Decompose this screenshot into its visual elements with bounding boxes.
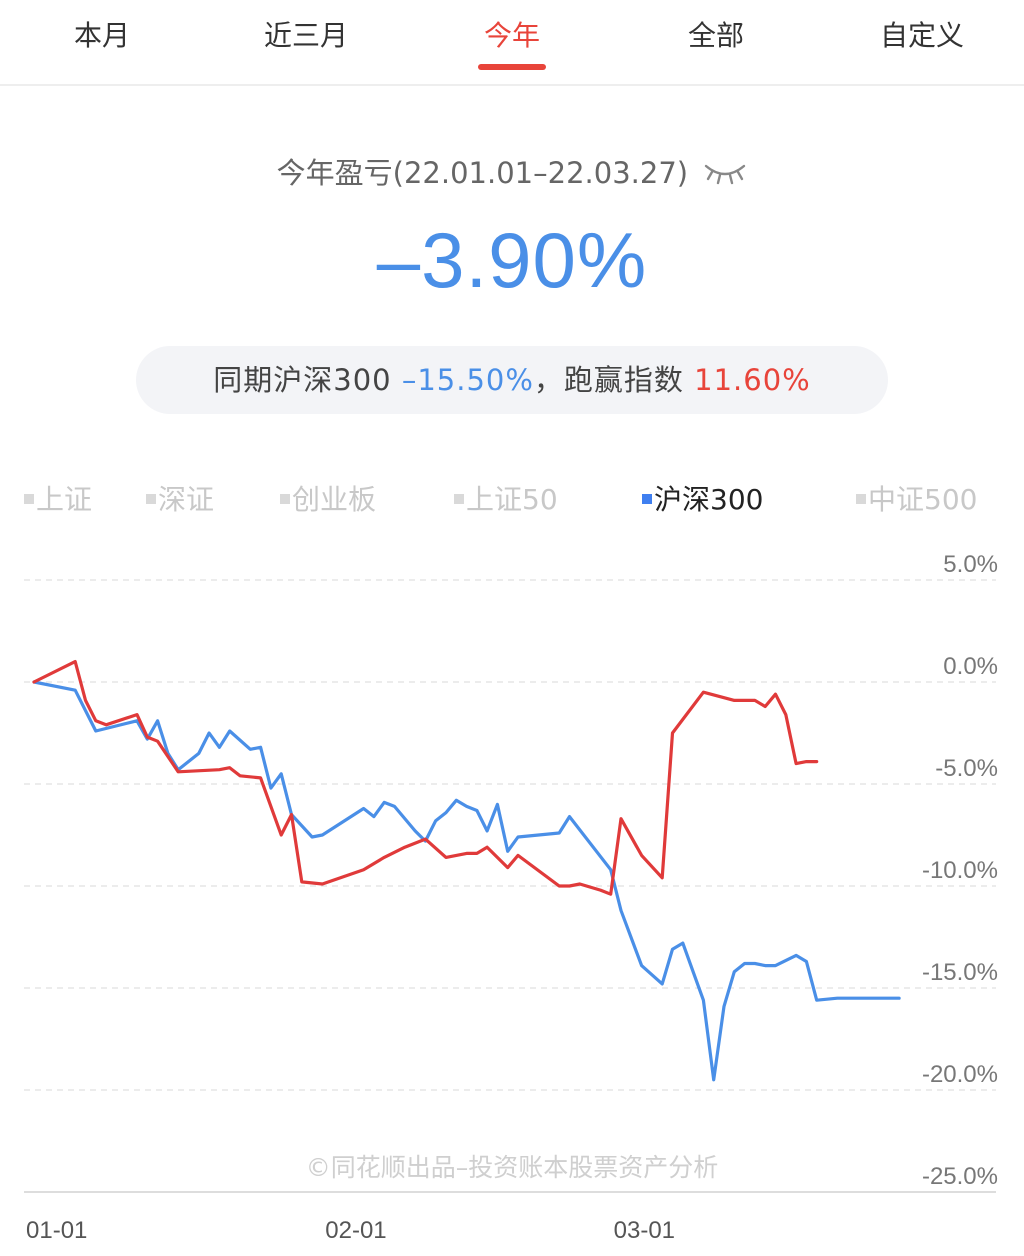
legend-marker [146,494,156,504]
legend-marker [454,494,464,504]
legend-label: 上证50 [466,483,558,516]
y-tick-label: -5.0% [935,755,998,782]
excess-return-value: 11.60% [694,363,811,397]
x-tick-label: 02-01 [325,1217,386,1244]
period-tab-bar: 本月 近三月 今年 全部 自定义 [0,0,1024,86]
legend-label: 深证 [158,483,215,516]
legend-item-shenzhen[interactable]: 深证 [146,478,214,518]
period-header: 今年盈亏(22.01.01–22.03.27) [0,150,1024,193]
legend-item-csi300[interactable]: 沪深300 [642,478,763,518]
index-selector: 上证 深证 创业板 上证50 沪深300 中证500 [0,478,1024,518]
index-series-line [32,680,901,1082]
compare-mid: ，跑赢指数 [533,363,695,397]
active-tab-indicator [478,64,546,70]
legend-marker [642,494,652,504]
x-tick-label: 01-01 [26,1217,87,1244]
legend-label: 上证 [36,483,93,516]
tab-all[interactable]: 全部 [687,19,744,52]
legend-label: 创业板 [292,483,377,516]
legend-label: 中证500 [868,483,978,516]
index-return-value: –15.50% [401,363,534,397]
legend-marker [856,494,866,504]
y-tick-label: 5.0% [943,551,998,578]
y-tick-label: -20.0% [922,1061,998,1088]
watermark-text: ©同花顺出品–投资账本股票资产分析 [305,1153,719,1182]
index-comparison-pill: 同期沪深300 –15.50%，跑赢指数 11.60% [136,346,888,414]
period-label: 今年盈亏(22.01.01–22.03.27) [276,156,689,190]
tab-this-month[interactable]: 本月 [73,19,130,52]
y-tick-label: -10.0% [922,857,998,884]
y-tick-label: 0.0% [943,653,998,680]
y-tick-label: -15.0% [922,959,998,986]
legend-marker [280,494,290,504]
legend-item-chinext[interactable]: 创业板 [280,478,376,518]
tab-custom[interactable]: 自定义 [879,19,964,52]
compare-prefix: 同期沪深300 [213,363,402,397]
performance-chart: 5.0% 0.0% -5.0% -10.0% -15.0% -20.0% -25.0% 01-… [24,551,998,1244]
legend-item-sse50[interactable]: 上证50 [454,478,558,518]
legend-label: 沪深300 [654,483,764,516]
tab-this-year[interactable]: 今年 [483,19,540,52]
legend-item-csi500[interactable]: 中证500 [856,478,977,518]
tab-last-three-months[interactable]: 近三月 [263,19,348,52]
portfolio-series-line [32,660,819,896]
y-tick-label: -25.0% [922,1163,998,1190]
profit-loss-value: –3.90% [376,216,648,304]
x-tick-label: 03-01 [614,1217,675,1244]
eye-closed-icon[interactable] [703,158,747,193]
legend-item-shanghai[interactable]: 上证 [24,478,92,518]
legend-marker [24,494,34,504]
